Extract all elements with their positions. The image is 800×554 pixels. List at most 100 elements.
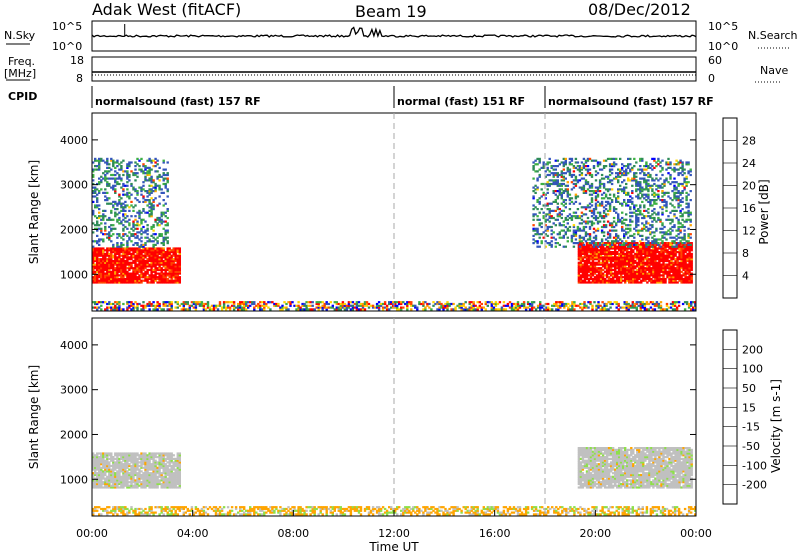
heatmap-cell xyxy=(396,304,399,307)
heatmap-cell xyxy=(174,276,177,279)
heatmap-cell xyxy=(490,306,493,309)
heatmap-cell xyxy=(464,306,467,309)
heatmap-cell xyxy=(587,251,591,254)
heatmap-cell xyxy=(172,281,175,284)
heatmap-cell xyxy=(582,165,586,168)
heatmap-cell xyxy=(232,308,236,311)
heatmap-cell xyxy=(539,304,542,307)
heatmap-cell xyxy=(687,227,690,230)
heatmap-cell xyxy=(550,240,553,243)
heatmap-cell xyxy=(675,308,679,311)
heatmap-cell xyxy=(592,191,596,194)
heatmap-cell xyxy=(96,188,99,191)
heatmap-cell xyxy=(680,276,683,279)
heatmap-cell xyxy=(673,224,676,227)
heatmap-cell xyxy=(102,172,105,175)
heatmap-cell xyxy=(583,279,587,282)
heatmap-cell xyxy=(108,163,111,166)
heatmap-cell xyxy=(582,157,586,160)
heatmap-cell xyxy=(598,202,602,205)
heatmap-cell xyxy=(148,281,151,284)
heatmap-cell xyxy=(142,170,145,173)
heatmap-cell xyxy=(156,267,159,270)
heatmap-cell xyxy=(160,279,163,282)
heatmap-cell xyxy=(102,218,105,221)
heatmap-cell xyxy=(644,247,647,250)
heatmap-cell xyxy=(124,265,127,268)
heatmap-cell xyxy=(594,190,598,193)
heatmap-cell xyxy=(638,261,641,264)
heatmap-cell xyxy=(363,302,367,306)
heatmap-cell xyxy=(625,173,628,177)
heatmap-cell xyxy=(593,281,597,284)
heatmap-cell xyxy=(671,204,674,207)
heatmap-cell xyxy=(138,259,141,263)
heatmap-cell xyxy=(608,229,612,232)
heatmap-cell xyxy=(204,302,208,306)
heatmap-cell xyxy=(536,208,539,211)
heatmap-cell xyxy=(506,302,510,306)
heatmap-cell xyxy=(166,172,169,175)
heatmap-cell xyxy=(642,268,645,272)
heatmap-cell xyxy=(577,277,581,281)
heatmap-cell xyxy=(194,308,198,311)
heatmap-cell xyxy=(108,302,111,306)
heatmap-cell xyxy=(162,265,165,268)
heatmap-cell xyxy=(172,258,175,261)
heatmap-cell xyxy=(617,236,620,239)
heatmap-cell xyxy=(243,306,246,309)
heatmap-cell xyxy=(681,173,684,177)
heatmap-cell xyxy=(530,301,534,304)
heatmap-cell xyxy=(122,188,125,191)
heatmap-cell xyxy=(130,193,133,196)
heatmap-cell xyxy=(612,236,616,239)
heatmap-cell xyxy=(536,163,539,166)
heatmap-cell xyxy=(646,261,649,264)
heatmap-cell xyxy=(657,242,660,245)
freq-left-tick-bottom: 8 xyxy=(76,72,83,85)
heatmap-cell xyxy=(599,263,603,266)
heatmap-cell xyxy=(621,243,624,246)
heatmap-cell xyxy=(646,256,649,259)
heatmap-cell xyxy=(124,204,127,207)
heatmap-cell xyxy=(580,161,584,164)
heatmap-cell xyxy=(390,301,393,304)
heatmap-cell xyxy=(589,261,593,264)
heatmap-cell xyxy=(637,229,640,232)
heatmap-cell xyxy=(664,251,667,254)
heatmap-cell xyxy=(92,161,95,164)
heatmap-cell xyxy=(279,308,282,311)
heatmap-cell xyxy=(683,179,686,182)
heatmap-cell xyxy=(166,304,169,307)
heatmap-cell xyxy=(257,306,260,309)
heatmap-cell xyxy=(349,308,353,311)
heatmap-cell xyxy=(144,277,147,281)
heatmap-cell xyxy=(396,308,399,311)
heatmap-cell xyxy=(116,302,119,306)
heatmap-cell xyxy=(639,240,642,243)
heatmap-cell xyxy=(654,243,657,246)
heatmap-cell xyxy=(612,206,616,209)
heatmap-cell xyxy=(627,204,630,207)
heatmap-cell xyxy=(166,195,169,198)
heatmap-cell xyxy=(94,251,97,254)
heatmap-cell xyxy=(553,302,556,306)
heatmap-cell xyxy=(390,306,393,309)
heatmap-cell xyxy=(648,245,651,248)
heatmap-cell xyxy=(132,270,135,273)
heatmap-cell xyxy=(554,224,557,227)
heatmap-cell xyxy=(102,267,105,270)
heatmap-cell xyxy=(388,301,391,304)
heatmap-cell xyxy=(574,215,578,218)
heatmap-cell xyxy=(120,251,123,254)
heatmap-cell xyxy=(603,304,606,307)
heatmap-cell xyxy=(303,302,306,306)
heatmap-cell xyxy=(588,242,592,245)
heatmap-cell xyxy=(128,268,131,272)
heatmap-cell xyxy=(281,306,284,309)
heatmap-cell xyxy=(570,240,574,243)
heatmap-cell xyxy=(156,242,159,245)
heatmap-cell xyxy=(132,304,135,307)
heatmap-cell xyxy=(646,259,649,263)
heatmap-cell xyxy=(114,268,117,272)
